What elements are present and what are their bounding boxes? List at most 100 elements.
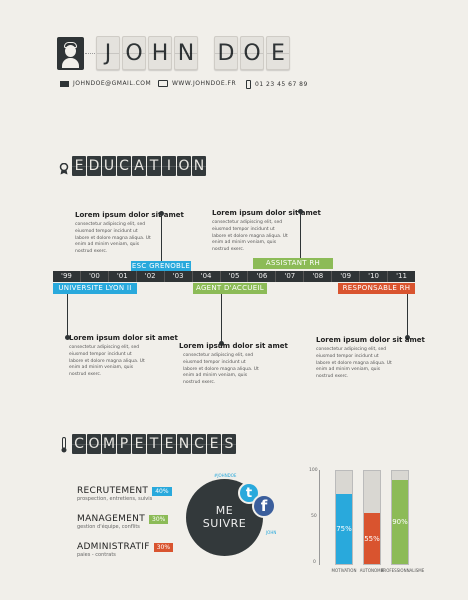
bar-value-label: 55% — [364, 534, 380, 543]
timeline-dot — [298, 209, 303, 214]
skill-percent: 40% — [152, 486, 172, 496]
year-label: '07 — [276, 271, 305, 282]
year-label: '02 — [137, 271, 165, 282]
year-label: '99 — [53, 271, 81, 282]
event-body: consectetur adipiscing elit, sed eiusmod… — [212, 220, 288, 252]
skill-subtitle: paies - contrats — [77, 552, 116, 558]
name-letter — [200, 36, 212, 70]
bar-value-label: 75% — [336, 525, 352, 533]
name-letter: N — [174, 36, 198, 70]
year-label: '10 — [360, 271, 389, 282]
year-label: '06 — [248, 271, 277, 282]
timeline-connector — [407, 294, 408, 336]
skill-percent: 30% — [153, 542, 174, 552]
tag-responsable-rh: RESPONSABLE RH — [338, 283, 415, 294]
bar-column: 55% — [363, 470, 381, 565]
thermometer-icon — [60, 437, 68, 457]
event-body: consectetur adipiscing elit, sed eiusmod… — [69, 345, 145, 377]
year-label: '04 — [193, 271, 221, 282]
heading-letter: C — [72, 434, 86, 454]
name-letter: J — [96, 36, 120, 70]
timeline-connector — [67, 294, 68, 336]
event-title: Lorem ipsum dolor sit amet — [179, 342, 288, 350]
year-label: '05 — [221, 271, 249, 282]
heading-letter: E — [162, 434, 176, 454]
event-title: Lorem ipsum dolor sit amet — [75, 211, 184, 219]
event-body: consectetur adipiscing elit, sed eiusmod… — [316, 347, 392, 379]
skill-subtitle: prospection, entretiens, suivis — [77, 496, 153, 502]
heading-letter: N — [192, 156, 206, 176]
facebook-icon[interactable]: f — [252, 494, 276, 518]
email-text: JOHNDOE@GMAIL.COM — [73, 80, 152, 87]
bar-category-label: MOTIVATION — [331, 568, 357, 573]
contact-website[interactable]: WWW.JOHNDOE.FR — [158, 80, 236, 87]
timeline-dot — [219, 341, 224, 346]
year-label: '11 — [396, 272, 407, 280]
graduation-icon — [59, 160, 69, 179]
skill-percent: 30% — [149, 514, 169, 524]
tag-esc-grenoble: ESC GRENOBLE — [131, 261, 191, 272]
header-dotted-line — [85, 53, 95, 54]
tag-assistant-rh: ASSISTANT RH — [253, 258, 333, 269]
timeline-dot — [65, 335, 70, 340]
tag-universite-lyon: UNIVERSITE LYON II — [53, 283, 137, 294]
heading-letter: O — [177, 156, 191, 176]
event-body: consectetur adipiscing elit, sed eiusmod… — [183, 353, 259, 385]
bar-fill: 90% — [392, 480, 408, 564]
bar-category-label: PROFESSIONNALISME — [381, 568, 425, 573]
bar-category-label: AUTONOMIE — [359, 568, 385, 573]
heading-letter: D — [87, 156, 101, 176]
follow-line1: ME — [215, 503, 234, 517]
heading-letter: T — [147, 156, 161, 176]
name-letter: O — [122, 36, 146, 70]
heading-letter: E — [207, 434, 221, 454]
timeline-dot — [159, 211, 164, 216]
timeline-event: Lorem ipsum dolor sit amet consectetur a… — [69, 334, 178, 379]
skill-recrutement: RECRUTEMENT 40% prospection, entretiens,… — [77, 486, 172, 502]
twitter-handle: #JOHNDOE — [214, 473, 237, 478]
chart-ruler — [314, 470, 320, 565]
year-label: '00 — [81, 271, 109, 282]
phone-icon — [246, 80, 251, 89]
phone-text: 01 23 45 67 89 — [255, 81, 308, 88]
name-letter: D — [214, 36, 238, 70]
y-tick-label: 0 — [313, 560, 316, 565]
timeline-event: Lorem ipsum dolor sit amet consectetur a… — [75, 211, 184, 256]
skill-administratif: ADMINISTRATIF 30% paies - contrats — [77, 542, 174, 558]
mail-icon — [60, 80, 69, 87]
timeline-event: Lorem ipsum dolor sit amet consectetur a… — [179, 342, 288, 387]
year-label: '09 — [332, 271, 361, 282]
heading-letter: I — [162, 156, 176, 176]
avatar — [57, 37, 84, 70]
event-title: Lorem ipsum dolor sit amet — [212, 209, 321, 217]
heading-letter: O — [87, 434, 101, 454]
contact-email[interactable]: JOHNDOE@GMAIL.COM — [60, 80, 151, 87]
heading-letter: A — [132, 156, 146, 176]
heading-letter: E — [72, 156, 86, 176]
website-text: WWW.JOHNDOE.FR — [172, 80, 237, 87]
skill-management: MANAGEMENT 30% gestion d'équipe, conflit… — [77, 514, 169, 530]
heading-letter: C — [117, 156, 131, 176]
name-title: J O H N D O E — [96, 36, 290, 70]
year-label: '01 — [109, 271, 137, 282]
contact-phone: 01 23 45 67 89 — [246, 80, 308, 89]
timeline-connector — [300, 213, 301, 258]
event-title: Lorem ipsum dolor sit amet — [316, 336, 425, 344]
name-letter: O — [240, 36, 264, 70]
skill-subtitle: gestion d'équipe, conflits — [77, 524, 140, 530]
heading-letter: M — [102, 434, 116, 454]
name-letter: E — [266, 36, 290, 70]
heading-letter: S — [222, 434, 236, 454]
timeline-event: Lorem ipsum dolor sit amet consectetur a… — [316, 336, 425, 381]
heading-letter: U — [102, 156, 116, 176]
follow-line2: SUIVRE — [202, 516, 247, 530]
heading-letter: T — [147, 434, 161, 454]
timeline-connector — [221, 294, 222, 342]
timeline-connector — [161, 215, 162, 263]
bar-column: 75% — [335, 470, 353, 565]
competences-heading: C O M P E T E N C E S — [72, 434, 236, 454]
event-body: consectetur adipiscing elit, sed eiusmod… — [75, 222, 151, 254]
event-title: Lorem ipsum dolor sit amet — [69, 334, 178, 342]
y-tick-label: 50 — [311, 514, 317, 519]
year-label: '03 — [165, 271, 193, 282]
